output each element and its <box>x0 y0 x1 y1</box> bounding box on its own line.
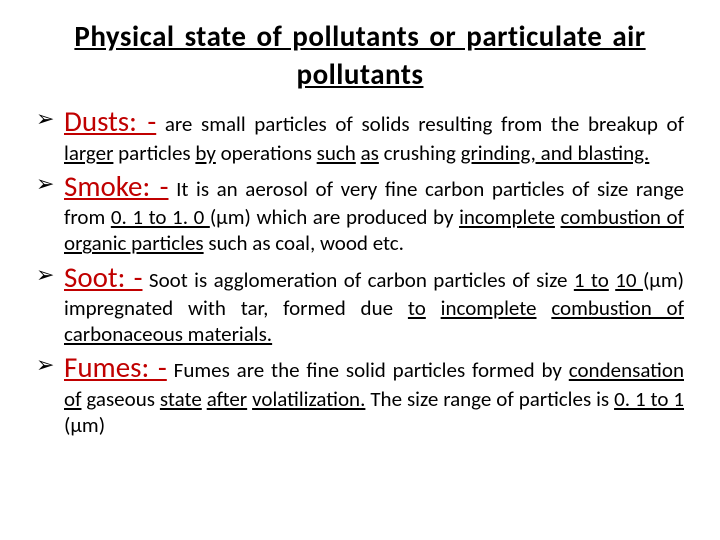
definition-text: Soot is agglomeration of carbon particle… <box>64 267 684 348</box>
list-item: ➢ Fumes: - Fumes are the fine solid part… <box>36 349 684 438</box>
bullet-icon: ➢ <box>36 105 54 133</box>
bullet-icon: ➢ <box>36 261 54 289</box>
term-label: Fumes: - <box>64 349 167 385</box>
term-label: Soot: - <box>64 259 143 295</box>
term-label: Smoke: - <box>64 168 169 204</box>
list-item: ➢ Smoke: - It is an aerosol of very fine… <box>36 168 684 257</box>
bullet-icon: ➢ <box>36 170 54 198</box>
term-label: Dusts: - <box>64 103 156 139</box>
bullet-icon: ➢ <box>36 351 54 379</box>
definition-text: are small particles of solids resulting … <box>64 111 684 165</box>
list-item: ➢ Soot: - Soot is agglomeration of carbo… <box>36 259 684 348</box>
page-title: Physical state of pollutants or particul… <box>36 18 684 93</box>
list-item: ➢ Dusts: - are small particles of solids… <box>36 103 684 166</box>
definition-list: ➢ Dusts: - are small particles of solids… <box>36 103 684 438</box>
